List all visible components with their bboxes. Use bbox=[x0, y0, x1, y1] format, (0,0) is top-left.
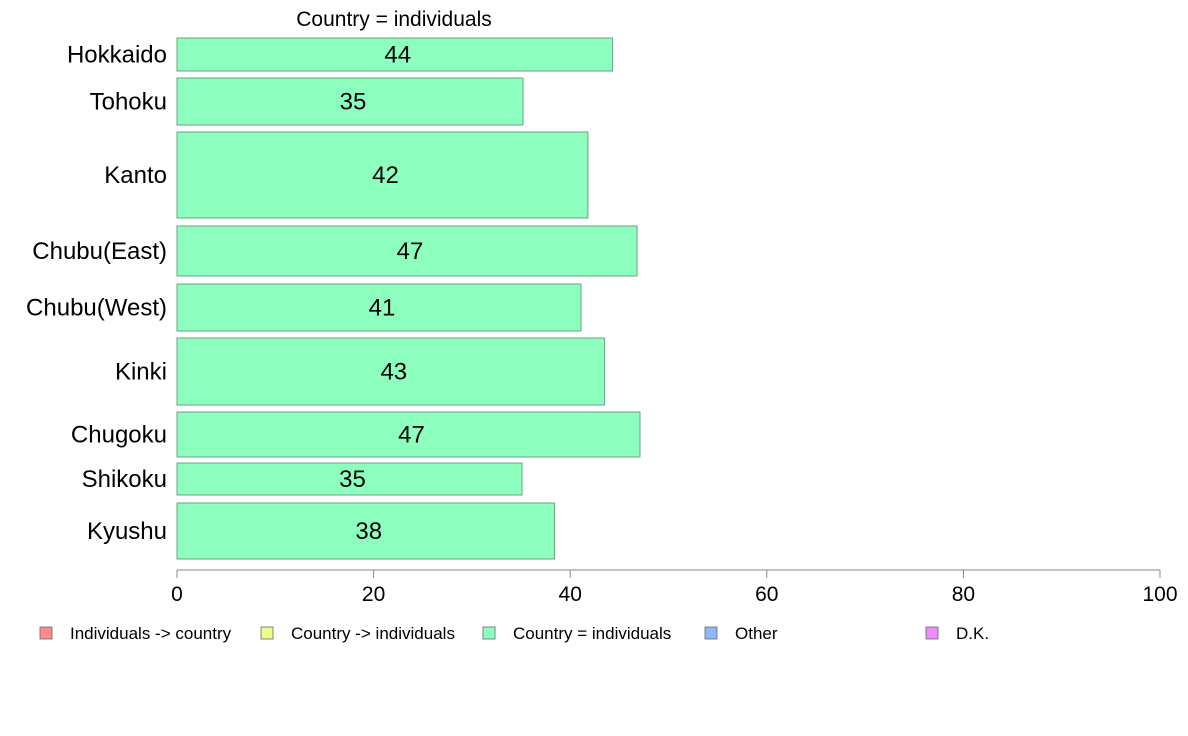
x-tick-label: 80 bbox=[952, 583, 975, 606]
x-tick-label: 40 bbox=[559, 583, 582, 606]
category-label: Shikoku bbox=[82, 466, 167, 493]
data-label: 47 bbox=[398, 422, 425, 449]
legend-swatch bbox=[925, 626, 939, 640]
bars-group bbox=[176, 37, 641, 560]
legend-swatch bbox=[482, 626, 496, 640]
legend-swatch bbox=[704, 626, 718, 640]
data-label: 42 bbox=[372, 162, 399, 189]
data-label: 43 bbox=[380, 359, 407, 386]
x-axis: 0 20 40 60 80 100 bbox=[171, 569, 1178, 606]
category-labels: Hokkaido Tohoku Kanto Chubu(East) Chubu(West… bbox=[26, 42, 167, 546]
category-label: Kyushu bbox=[87, 518, 167, 545]
legend: Individuals -> country Country -> individ… bbox=[39, 624, 989, 643]
category-label: Kanto bbox=[104, 162, 167, 189]
bar-tohoku bbox=[176, 77, 524, 126]
data-label: 44 bbox=[384, 42, 411, 69]
category-label: Tohoku bbox=[90, 89, 167, 116]
legend-swatch bbox=[260, 626, 274, 640]
category-label: Chubu(West) bbox=[26, 295, 167, 322]
category-label: Hokkaido bbox=[67, 42, 167, 69]
bar-chubu-west bbox=[176, 283, 582, 332]
legend-swatch bbox=[39, 626, 53, 640]
x-tick-label: 20 bbox=[362, 583, 385, 606]
legend-label: D.K. bbox=[956, 624, 989, 643]
data-label: 38 bbox=[355, 518, 382, 545]
x-tick-label: 60 bbox=[755, 583, 778, 606]
chart-title: Country = individuals bbox=[296, 8, 492, 31]
bar-kinki bbox=[176, 337, 606, 406]
data-label: 35 bbox=[339, 466, 366, 493]
bar-chubu-east bbox=[176, 225, 638, 277]
category-label: Kinki bbox=[115, 359, 167, 386]
category-label: Chugoku bbox=[71, 422, 167, 449]
bar-chugoku bbox=[176, 411, 641, 458]
bar-kyushu bbox=[176, 502, 555, 560]
legend-label: Country -> individuals bbox=[291, 624, 455, 643]
bar-hokkaido bbox=[176, 37, 613, 72]
data-label: 41 bbox=[369, 295, 396, 322]
legend-label: Individuals -> country bbox=[70, 624, 232, 643]
data-label: 47 bbox=[397, 238, 424, 265]
bar-shikoku bbox=[176, 462, 523, 496]
x-tick-label: 100 bbox=[1142, 583, 1177, 606]
data-label: 35 bbox=[340, 89, 367, 116]
category-label: Chubu(East) bbox=[32, 238, 167, 265]
x-tick-label: 0 bbox=[171, 583, 183, 606]
legend-label: Country = individuals bbox=[513, 624, 671, 643]
bar-kanto bbox=[176, 131, 589, 219]
value-labels: 44 35 42 47 41 43 47 35 38 bbox=[339, 42, 425, 546]
legend-label: Other bbox=[735, 624, 778, 643]
